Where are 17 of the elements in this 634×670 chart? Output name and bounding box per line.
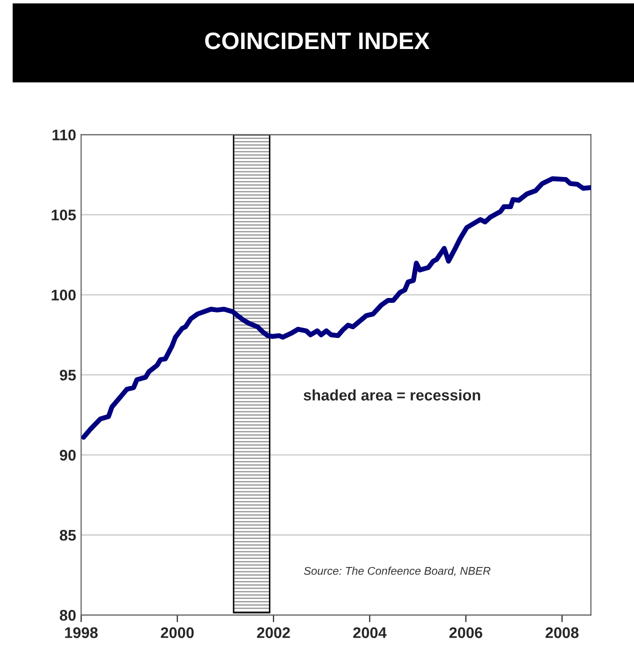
chart-title: COINCIDENT INDEX	[205, 32, 430, 50]
y-tick-label: 90	[60, 450, 76, 461]
x-tick-label: 2000	[160, 627, 194, 638]
x-tick-label: 2002	[257, 627, 290, 638]
x-tick-label: 2006	[449, 627, 482, 638]
y-tick-label: 110	[52, 130, 76, 140]
y-tick-label: 100	[52, 290, 76, 300]
annotation: shaded area = recession	[304, 389, 480, 401]
x-tick-label: 1998	[65, 627, 98, 638]
y-tick-label: 95	[60, 370, 76, 381]
y-tick-label: 105	[52, 210, 76, 220]
annotation: Source: The Confeence Board, NBER	[304, 566, 490, 576]
y-tick-label: 80	[60, 610, 76, 621]
y-tick-label: 85	[60, 530, 76, 541]
x-tick-label: 2008	[546, 627, 579, 638]
x-tick-label: 2004	[353, 627, 387, 638]
line-series	[81, 176, 591, 440]
